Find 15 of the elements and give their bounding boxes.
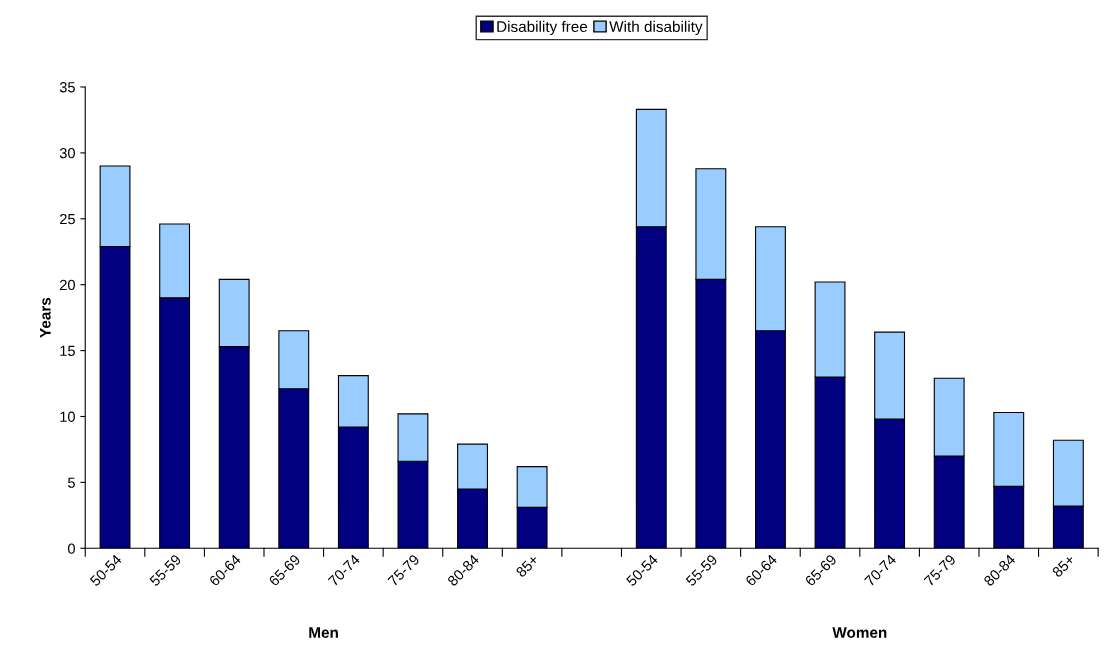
legend-label: With disability (609, 20, 703, 36)
y-tick-label: 20 (60, 279, 75, 291)
legend-label: Disability free (497, 20, 588, 36)
y-tick-label: 35 (59, 82, 75, 93)
x-tick-label: 85+ (515, 553, 540, 578)
text: Men (309, 627, 338, 638)
y-tick-label: 10 (60, 411, 75, 422)
y-tick-label: 5 (67, 477, 75, 488)
y-tick-label: 15 (60, 345, 75, 357)
y-tick-label: 25 (60, 213, 75, 225)
y-axis-title: Years (40, 297, 51, 338)
y-tick-label: 0 (67, 543, 75, 554)
text: Women (832, 627, 887, 638)
y-tick-label: 30 (59, 147, 75, 159)
x-tick-label: 85+ (1051, 553, 1076, 578)
